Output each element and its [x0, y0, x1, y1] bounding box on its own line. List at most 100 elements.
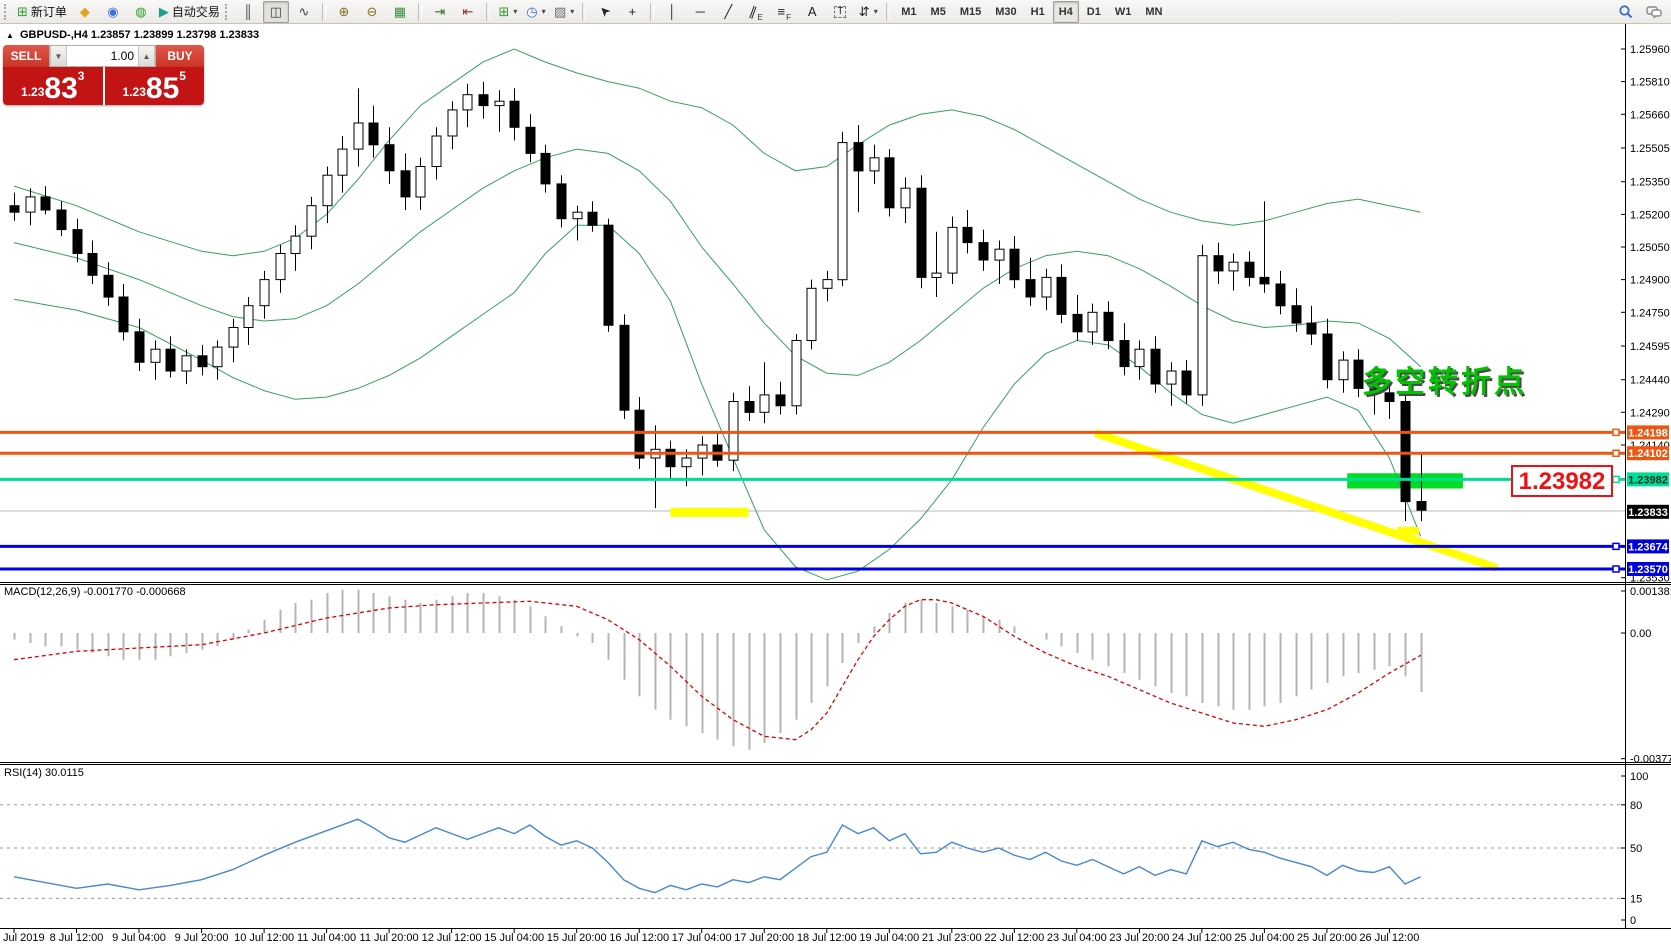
chevron-down-icon[interactable]: ▾	[873, 6, 878, 16]
date-tick-label: 11 Jul 20:00	[360, 932, 419, 944]
market-depth-button[interactable]: ◆	[72, 1, 98, 23]
buy-button[interactable]: BUY	[156, 45, 204, 67]
yellow-breakdown-mark[interactable]	[1397, 526, 1420, 535]
buy-price-small: 1.23	[122, 85, 146, 99]
timeframe-mn-button[interactable]: MN	[1145, 5, 1163, 18]
timeframe-m1-button[interactable]: M1	[901, 5, 917, 18]
date-tick-label: Jul 2019	[3, 932, 45, 944]
cursor-button[interactable]: ➤	[591, 1, 617, 23]
price-tick: 1.25050	[1630, 242, 1670, 254]
fibonacci-button[interactable]: ≡ F	[771, 1, 797, 23]
indicators-list-button[interactable]: ⊞ ▾	[495, 1, 521, 23]
rsi-panel[interactable]	[0, 804, 1625, 899]
date-tick-label: 23 Jul 20:00	[1109, 932, 1169, 944]
volume-increase-button[interactable]: ▲	[138, 46, 155, 66]
toolbar-separator	[321, 2, 326, 21]
vertical-line-button[interactable]: │	[659, 1, 685, 23]
price-callout[interactable]: 1.23982	[1511, 465, 1613, 497]
main-chart-canvas[interactable]	[0, 48, 1625, 581]
trendline-icon: ╱	[724, 4, 733, 19]
templates-button[interactable]: ▨ ▾	[551, 1, 577, 23]
symbol-period-label: GBPUSD-,H4	[19, 29, 88, 41]
community-icon: ◉	[107, 4, 119, 19]
timeframe-m30-button[interactable]: M30	[995, 5, 1017, 18]
chart-shift-button[interactable]: ⇤	[455, 1, 481, 23]
new-order-icon: ⊞	[17, 4, 28, 19]
new-order-button[interactable]: ⊞ 新订单	[14, 1, 70, 23]
toolbar-separator	[886, 2, 891, 21]
bollinger-bands	[13, 48, 1422, 581]
date-tick-label: 16 Jul 12:00	[609, 932, 669, 944]
level-label-1.23570[interactable]	[1627, 562, 1669, 576]
yellow-support-mark[interactable]	[670, 507, 749, 517]
chevron-down-icon[interactable]: ▾	[570, 6, 575, 16]
search-icon	[1619, 4, 1633, 18]
volume-input[interactable]	[67, 46, 138, 66]
level-label-1.24198[interactable]	[1627, 425, 1669, 440]
candlestick-chart-button[interactable]: ◫	[262, 0, 289, 23]
hline-handle[interactable]	[1612, 542, 1620, 551]
date-axis[interactable]: Jul 2019 8 Jul 12:00 9 Jul 04:00 9 Jul 20:0…	[3, 928, 1419, 944]
sell-price-sup: 3	[77, 69, 85, 83]
hline-handle[interactable]	[1612, 565, 1620, 573]
templates-icon: ▨	[553, 4, 567, 19]
line-chart-button[interactable]: ∿	[291, 1, 317, 23]
price-tick: 1.24595	[1630, 341, 1670, 353]
auto-scroll-button[interactable]: ⇥	[427, 1, 453, 23]
level-label-1.23674[interactable]	[1627, 539, 1669, 554]
buy-price-big: 85	[145, 72, 180, 105]
text-button[interactable]: A	[799, 1, 825, 23]
crosshair-button[interactable]: +	[619, 1, 645, 23]
rsi-tick: 50	[1630, 843, 1642, 855]
autotrading-icon: ▶	[158, 4, 169, 19]
toolbar-grip	[4, 3, 10, 20]
hline-handle[interactable]	[1612, 428, 1620, 437]
price-axis[interactable]: 1.25960 1.25810 1.25660 1.25505 1.25350 1.252…	[0, 24, 1671, 929]
buy-price-sup: 5	[179, 69, 186, 83]
auto-scroll-icon: ⇥	[434, 4, 446, 19]
community-button[interactable]: ◉	[100, 1, 126, 23]
chevron-down-icon[interactable]: ▾	[513, 6, 518, 16]
signals-button[interactable]: ◍	[128, 1, 154, 23]
bar-chart-button[interactable]: ║	[235, 1, 261, 23]
periods-icon: ◷	[526, 4, 538, 19]
hline-handle[interactable]	[1612, 475, 1620, 484]
horizontal-line-icon: ─	[695, 4, 705, 19]
search-button[interactable]	[1613, 1, 1639, 23]
date-tick-label: 25 Jul 04:00	[1234, 932, 1294, 944]
macd-tick: 0.001381	[1630, 586, 1671, 598]
toolbar-separator	[582, 2, 587, 21]
arrows-button[interactable]: ⇵ ▾	[855, 1, 881, 23]
tile-windows-icon: ▦	[393, 4, 407, 19]
price-tick: 1.25350	[1630, 177, 1670, 189]
macd-panel[interactable]	[13, 589, 1423, 750]
buy-price[interactable]: 1.23 85 5	[105, 67, 205, 105]
sell-price[interactable]: 1.23 83 3	[3, 67, 105, 105]
price-tick: 1.25960	[1630, 44, 1670, 56]
timeframe-h4-button[interactable]: H4	[1052, 0, 1079, 23]
trendline-button[interactable]: ╱	[715, 1, 741, 23]
timeframe-m15-button[interactable]: M15	[959, 5, 982, 18]
zoom-in-button[interactable]: ⊕	[331, 1, 357, 23]
autotrading-button[interactable]: ▶ 自动交易	[156, 1, 223, 23]
chat-button[interactable]	[1641, 1, 1667, 23]
equidistant-channel-button[interactable]: ∥ E	[743, 1, 769, 23]
text-label-button[interactable]: T	[827, 1, 853, 23]
zoom-out-button[interactable]: ⊖	[359, 1, 385, 23]
level-label-1.23982[interactable]	[1627, 472, 1669, 487]
tile-windows-button[interactable]: ▦	[387, 1, 413, 23]
timeframe-h1-button[interactable]: H1	[1030, 5, 1045, 18]
collapse-triangle-icon[interactable]: ▲	[6, 31, 14, 40]
periods-button[interactable]: ◷ ▾	[523, 1, 549, 23]
chevron-down-icon[interactable]: ▾	[541, 6, 546, 16]
volume-decrease-button[interactable]: ▼	[50, 46, 67, 66]
timeframe-w1-button[interactable]: W1	[1114, 5, 1132, 18]
hline-handle[interactable]	[1612, 449, 1620, 457]
level-label-1.24102[interactable]	[1627, 446, 1669, 461]
sell-button[interactable]: SELL	[3, 45, 49, 67]
timeframe-m5-button[interactable]: M5	[930, 5, 946, 18]
horizontal-line-button[interactable]: ─	[687, 1, 713, 23]
timeframe-d1-button[interactable]: D1	[1086, 5, 1101, 18]
macd-tick: 0.00	[1630, 628, 1651, 640]
